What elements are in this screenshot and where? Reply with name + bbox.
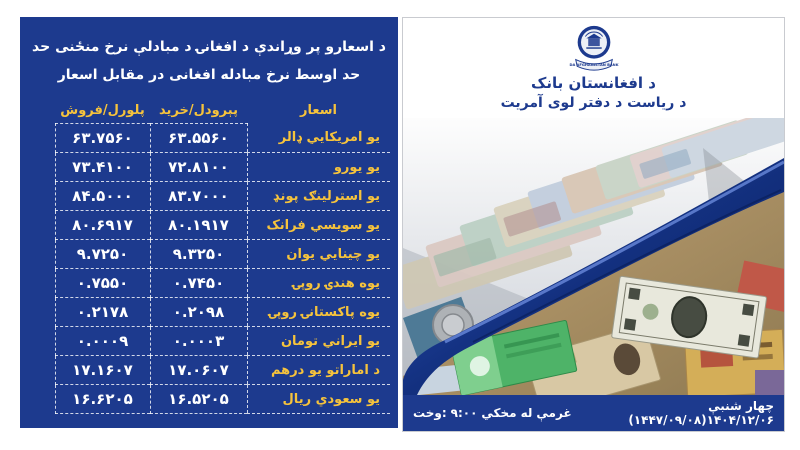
bank-name: د افغانستان بانک [531, 74, 656, 92]
rate-row: د اماراتو یو درهم ۱۷.۰۶۰۷ ۱۷.۱۶۰۷ [54, 355, 390, 385]
footer-time-token: وخت: [413, 406, 447, 420]
rates-panel: د اسعارو پر وړاندې د افغانۍ د مبادلې نرخ… [20, 17, 398, 428]
buy-value: ۸۰.۱۹۱۷ [149, 210, 248, 240]
col-header-sell: پلورل/فروش [60, 102, 145, 118]
buy-value: ۰.۰۰۰۳ [149, 326, 248, 356]
rate-row: یو ایراني تومان ۰.۰۰۰۳ ۰.۰۰۰۹ [54, 326, 390, 356]
fanned-notes-shape [403, 118, 784, 310]
footer-time: وخت: ۹:۰۰ مخکي له غرمې [413, 406, 572, 420]
rate-row: یو سویسي فرانک ۸۰.۱۹۱۷ ۸۰.۶۹۱۷ [54, 210, 390, 240]
rates-header-row: اسعار پېرودل/خرید پلورل/فروش [55, 97, 390, 124]
currency-name: یو سویسي فرانک [247, 210, 390, 240]
sell-value: ۱۷.۱۶۰۷ [54, 355, 151, 385]
rate-row: یوه پاکستانۍ روپۍ ۰.۲۰۹۸ ۰.۲۱۷۸ [54, 297, 390, 327]
dollar-bill-shape [611, 275, 767, 359]
currency-name: یوه پاکستانۍ روپۍ [247, 297, 390, 327]
sell-value: ۰.۰۰۰۹ [54, 326, 151, 356]
sell-value: ۹.۷۲۵۰ [54, 239, 151, 269]
rate-row: یوه هندۍ روپۍ ۰.۷۴۵۰ ۰.۷۵۵۰ [54, 268, 390, 298]
buy-value: ۱۷.۰۶۰۷ [149, 355, 248, 385]
sell-value: ۸۰.۶۹۱۷ [54, 210, 151, 240]
rate-row: یو استرلینګ پونډ ۸۳.۷۰۰۰ ۸۴.۵۰۰۰ [54, 181, 390, 211]
footer-time-token: مخکي [481, 406, 517, 420]
currency-name: یوه هندۍ روپۍ [247, 268, 390, 298]
buy-value: ۱۶.۵۲۰۵ [149, 384, 248, 414]
title-dari: حد اوسط نرخ مبادله افغانی در مقابل اسعار [57, 67, 361, 83]
col-header-buy: پېرودل/خرید [159, 102, 238, 118]
currency-name: د اماراتو یو درهم [247, 355, 390, 385]
currency-name: یو یورو [247, 152, 390, 182]
rates-table-body: یو امریکایي ډالر ۶۳.۵۵۶۰ ۶۳.۷۵۶۰ یو یورو ۷۲.… [54, 123, 390, 414]
logo-banner-text: DA AFGHANISTAN BANK [569, 63, 618, 67]
buy-value: ۸۳.۷۰۰۰ [149, 181, 248, 211]
sell-value: ۶۳.۷۵۶۰ [54, 123, 151, 153]
sell-value: ۰.۷۵۵۰ [54, 268, 151, 298]
sell-value: ۷۳.۴۱۰۰ [54, 152, 151, 182]
buy-value: ۶۳.۵۵۶۰ [149, 123, 248, 153]
buy-value: ۷۲.۸۱۰۰ [149, 152, 248, 182]
sell-value: ۱۶.۶۲۰۵ [54, 384, 151, 414]
bank-header: DA AFGHANISTAN BANK د افغانستان بانک د ر… [403, 18, 784, 118]
sell-value: ۸۴.۵۰۰۰ [54, 181, 151, 211]
bank-panel: DA AFGHANISTAN BANK د افغانستان بانک د ر… [402, 17, 785, 432]
rates-table: اسعار پېرودل/خرید پلورل/فروش یو امریکایي… [54, 97, 390, 414]
rate-row: یو امریکایي ډالر ۶۳.۵۵۶۰ ۶۳.۷۵۶۰ [54, 123, 390, 153]
currency-name: یو امریکایي ډالر [247, 123, 390, 153]
currency-name: یو ایراني تومان [247, 326, 390, 356]
buy-value: ۰.۷۴۵۰ [149, 268, 248, 298]
bank-department: د ریاست د دفتر لوی آمریت [500, 94, 687, 111]
footer-time-token: ۹:۰۰ [450, 406, 478, 420]
footer-bar: وخت: ۹:۰۰ مخکي له غرمې چهار شنبې ۱۴۰۴/۱۲/۰۶(… [403, 395, 784, 431]
footer-time-token: غرمې [536, 406, 572, 420]
buy-value: ۹.۳۲۵۰ [149, 239, 248, 269]
currency-name: یو چینایي یوان [247, 239, 390, 269]
sell-value: ۰.۲۱۷۸ [54, 297, 151, 327]
buy-value: ۰.۲۰۹۸ [149, 297, 248, 327]
world-currency-collage-shape [403, 260, 784, 395]
title-pashto: د اسعارو پر وړاندې د افغانۍ د مبادلې نرخ… [32, 39, 386, 55]
rate-row: یو یورو ۷۲.۸۱۰۰ ۷۳.۴۱۰۰ [54, 152, 390, 182]
bank-logo-icon: DA AFGHANISTAN BANK [569, 25, 618, 71]
currency-name: یو سعودي ریال [247, 384, 390, 414]
col-header-currency: اسعار [300, 102, 337, 118]
currency-notes-photo [403, 118, 784, 395]
footer-time-token: له [520, 406, 533, 420]
currency-name: یو استرلینګ پونډ [247, 181, 390, 211]
footer-date: چهار شنبې ۱۴۰۴/۱۲/۰۶(۱۴۴۷/۰۹/۰۸) [628, 399, 774, 427]
rate-row: یو چینایي یوان ۹.۳۲۵۰ ۹.۷۲۵۰ [54, 239, 390, 269]
rate-row: یو سعودي ریال ۱۶.۵۲۰۵ ۱۶.۶۲۰۵ [54, 384, 390, 414]
